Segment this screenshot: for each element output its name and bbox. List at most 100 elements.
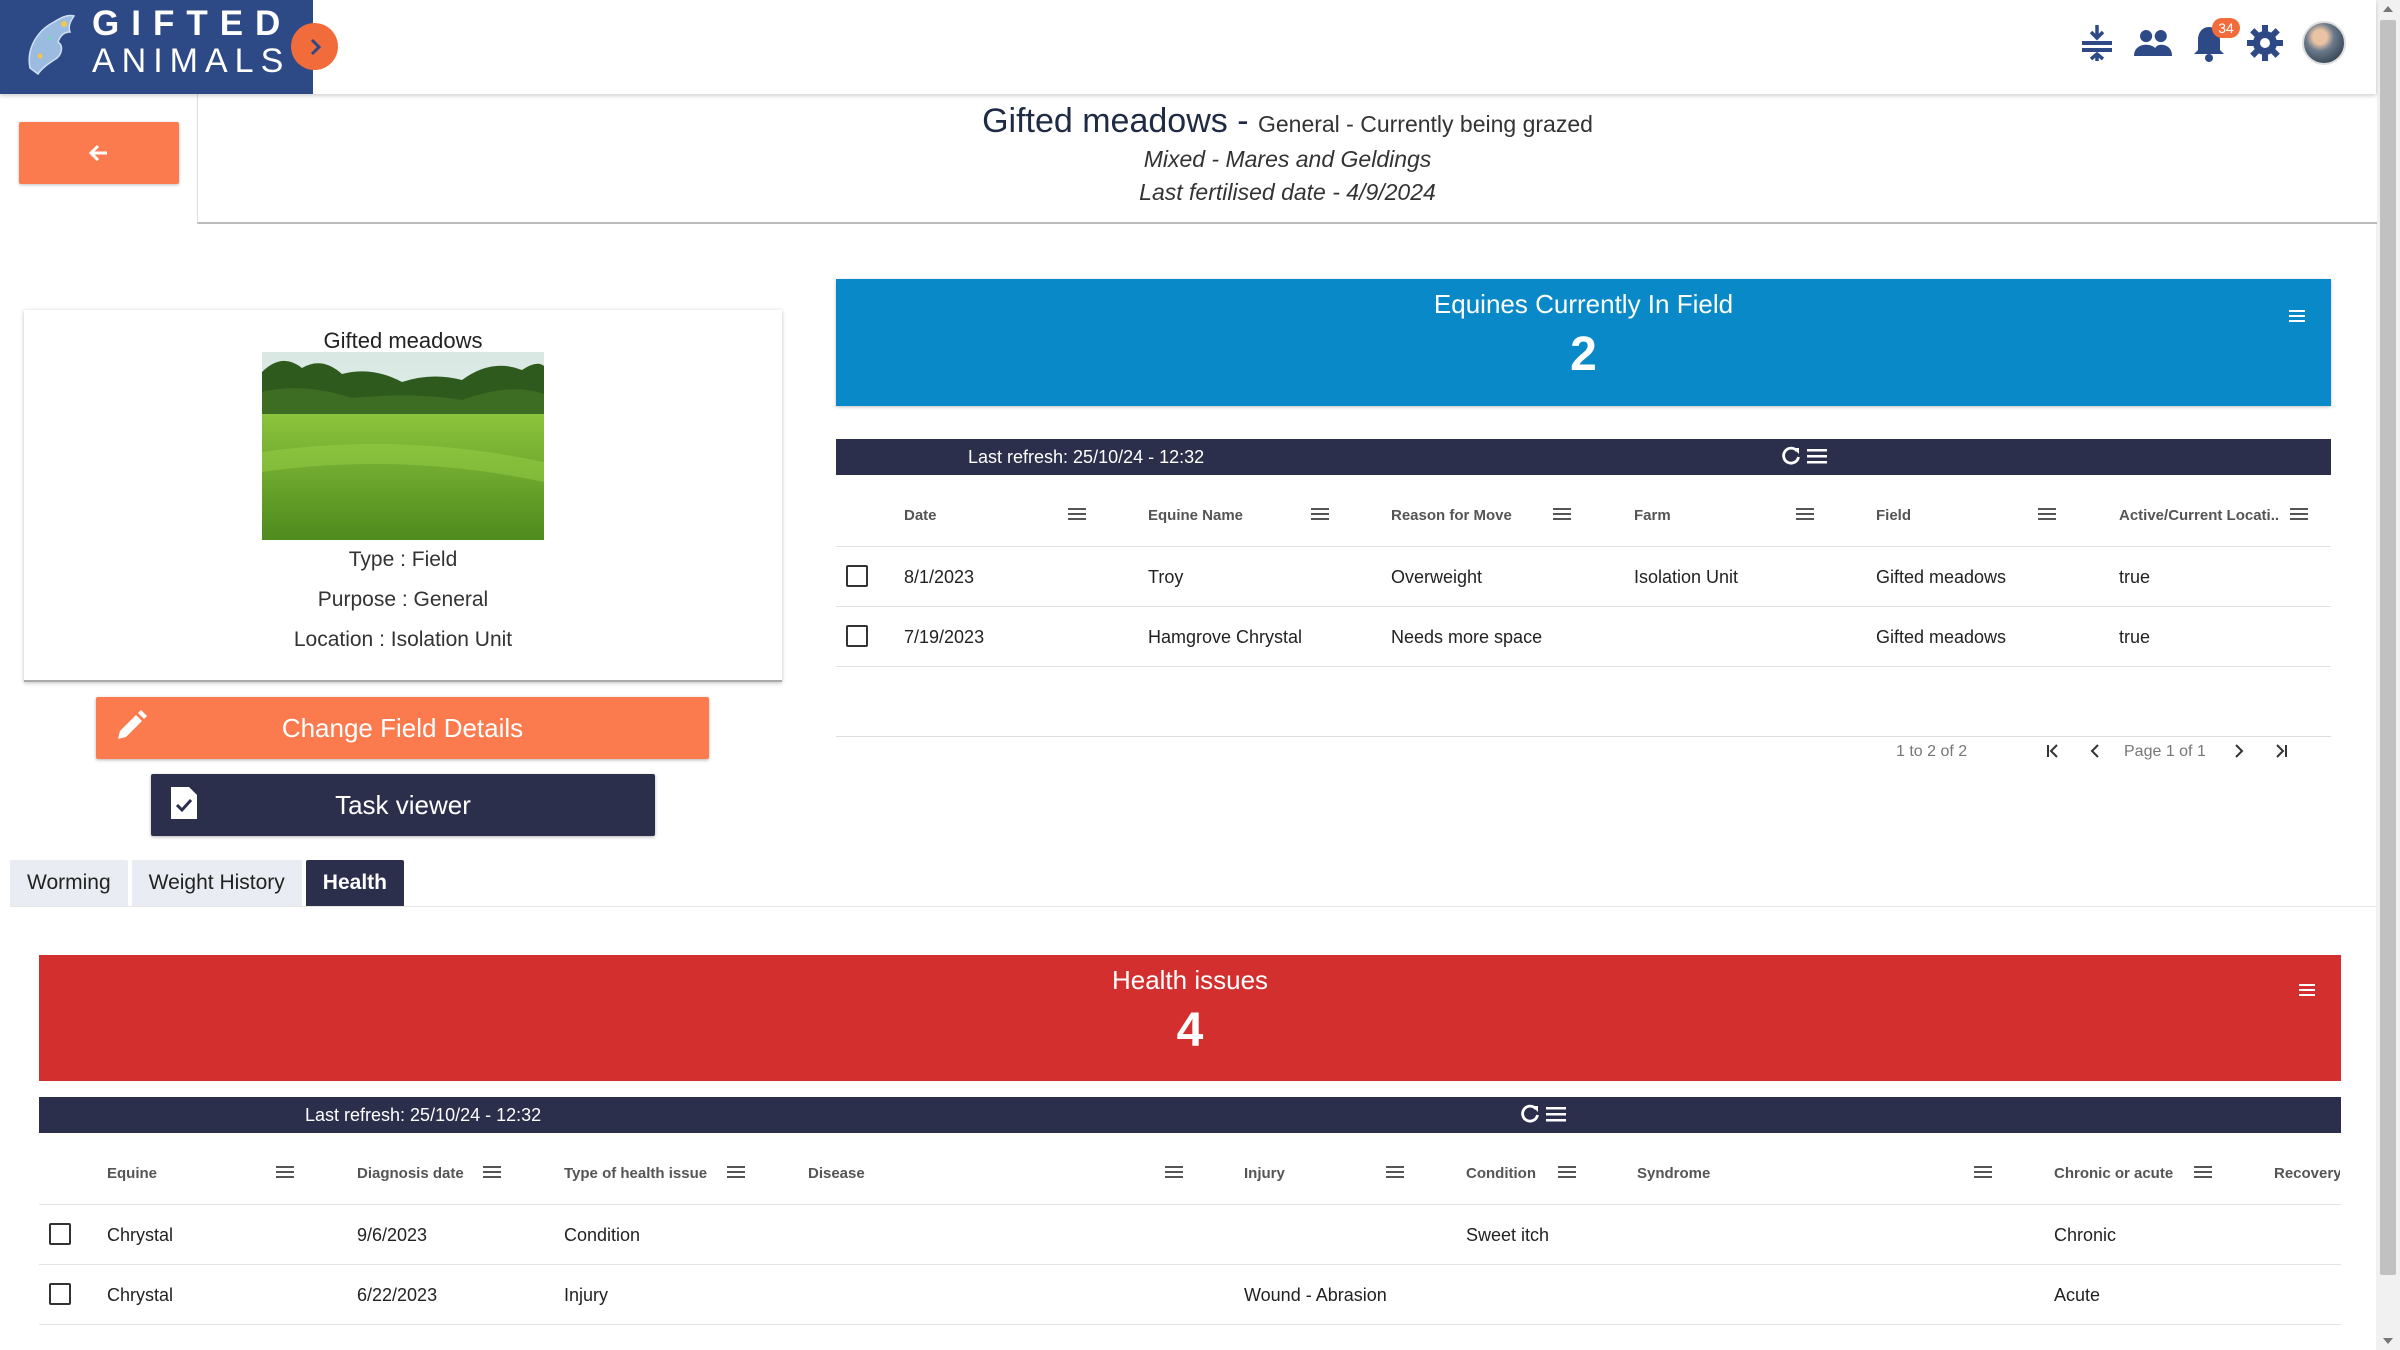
tab-divider — [10, 906, 2376, 907]
field-type: Type : Field — [348, 548, 458, 571]
cell-type-of-health-issue: Condition — [564, 1225, 641, 1245]
row-checkbox[interactable] — [49, 1283, 71, 1305]
vertical-align-center-icon — [2082, 25, 2112, 61]
row-checkbox[interactable] — [846, 625, 868, 647]
change-field-details-button[interactable]: Change Field Details — [96, 697, 709, 759]
column-header-equine[interactable]: Equine — [107, 1165, 158, 1182]
table-row[interactable]: Chrystal 6/22/2023 Injury Wound - Abrasi… — [39, 1265, 2341, 1325]
cell-injury: Wound - Abrasion — [1244, 1285, 1387, 1305]
cell-chronic-or-acute: Acute — [2054, 1285, 2101, 1305]
row-checkbox[interactable] — [49, 1223, 71, 1245]
refresh-icon[interactable] — [1519, 1103, 1541, 1125]
column-header-active-location[interactable]: Active/Current Locati... — [2119, 507, 2279, 524]
health-issues-card: Health issues 4 — [39, 955, 2341, 1081]
column-header-equine-name[interactable]: Equine Name — [1148, 507, 1244, 524]
column-header-field[interactable]: Field — [1876, 507, 1912, 524]
top-actions: 34 — [2078, 18, 2346, 66]
task-icon — [171, 787, 197, 819]
avatar[interactable] — [2302, 21, 2346, 65]
pager-summary: 1 to 2 of 2 — [1896, 743, 1968, 760]
column-menu-icon[interactable] — [1553, 506, 1571, 522]
column-header-diagnosis-date[interactable]: Diagnosis date — [357, 1165, 464, 1182]
next-page-icon[interactable] — [2230, 742, 2248, 760]
column-menu-icon[interactable] — [1068, 506, 1086, 522]
row-checkbox[interactable] — [846, 565, 868, 587]
table-row[interactable]: Chrystal 9/6/2023 Condition Sweet itch C… — [39, 1205, 2341, 1265]
column-header-type-of-health-issue[interactable]: Type of health issue — [564, 1165, 708, 1182]
cell-reason: Overweight — [1391, 567, 1483, 587]
field-image — [262, 352, 544, 540]
column-header-chronic-or-acute[interactable]: Chronic or acute — [2054, 1165, 2174, 1182]
cell-date: 8/1/2023 — [904, 567, 975, 587]
column-menu-icon[interactable] — [1796, 506, 1814, 522]
column-header-reason[interactable]: Reason for Move — [1391, 507, 1512, 524]
menu-icon[interactable] — [1806, 445, 1828, 467]
column-header-syndrome[interactable]: Syndrome — [1637, 1165, 1711, 1182]
compress-button[interactable] — [2078, 20, 2116, 66]
field-purpose: Purpose : General — [317, 588, 489, 611]
header-title-line: Gifted meadows - General - Currently bei… — [198, 102, 2377, 141]
page-scrollbar[interactable] — [2376, 0, 2400, 1350]
tab-health[interactable]: Health — [305, 860, 404, 906]
equines-in-field-card: Equines Currently In Field 2 — [836, 279, 2331, 406]
health-grid-header: Equine Diagnosis date Type of health iss… — [39, 1145, 2341, 1205]
task-viewer-button[interactable]: Task viewer — [151, 774, 655, 836]
column-menu-icon[interactable] — [2038, 506, 2056, 522]
cell-reason: Needs more space — [1391, 627, 1543, 647]
health-last-refresh: Last refresh: 25/10/24 - 12:32 — [305, 1105, 542, 1125]
brand-logo[interactable]: GIFTED ANIMALS — [0, 0, 313, 94]
menu-icon[interactable] — [1545, 1103, 1567, 1125]
cell-equine: Chrystal — [107, 1285, 174, 1305]
table-row[interactable]: 7/19/2023 Hamgrove Chrystal Needs more s… — [836, 607, 2331, 667]
refresh-icon[interactable] — [1780, 445, 1802, 467]
scroll-up-arrow-icon[interactable] — [2383, 6, 2393, 12]
last-page-icon[interactable] — [2272, 742, 2290, 760]
sidebar-toggle-button[interactable] — [291, 23, 338, 70]
people-icon — [2134, 30, 2172, 56]
notification-badge: 34 — [2212, 18, 2240, 38]
column-menu-icon[interactable] — [2290, 506, 2308, 522]
equines-grid-pager: 1 to 2 of 2 Page 1 of 1 — [836, 736, 2331, 766]
cell-diagnosis-date: 6/22/2023 — [357, 1285, 438, 1305]
column-header-injury[interactable]: Injury — [1244, 1165, 1285, 1182]
column-menu-icon[interactable] — [1558, 1164, 1576, 1180]
column-menu-icon[interactable] — [1974, 1164, 1992, 1180]
header-purpose-status: General - Currently being grazed — [1257, 111, 1593, 137]
equines-card-value: 2 — [1570, 328, 1597, 381]
column-header-farm[interactable]: Farm — [1634, 507, 1671, 524]
notifications-button[interactable]: 34 — [2190, 18, 2240, 66]
tab-worming[interactable]: Worming — [10, 860, 128, 906]
column-menu-icon[interactable] — [1165, 1164, 1183, 1180]
scroll-down-arrow-icon[interactable] — [2383, 1338, 2393, 1344]
scrollbar-thumb[interactable] — [2380, 20, 2396, 1275]
column-header-recovery[interactable]: Recovery — [2274, 1165, 2340, 1182]
settings-button[interactable] — [2246, 20, 2284, 66]
column-menu-icon[interactable] — [2194, 1164, 2212, 1180]
tab-bar: Worming Weight History Health — [10, 860, 404, 906]
column-menu-icon[interactable] — [727, 1164, 745, 1180]
menu-icon[interactable] — [2299, 983, 2315, 997]
tab-weight-history[interactable]: Weight History — [131, 860, 302, 906]
previous-page-icon[interactable] — [2086, 742, 2104, 760]
column-menu-icon[interactable] — [483, 1164, 501, 1180]
equines-grid-toolbar: Last refresh: 25/10/24 - 12:32 — [836, 439, 2331, 475]
table-row[interactable]: 8/1/2023 Troy Overweight Isolation Unit … — [836, 547, 2331, 607]
first-page-icon[interactable] — [2044, 742, 2062, 760]
column-menu-icon[interactable] — [276, 1164, 294, 1180]
people-button[interactable] — [2134, 20, 2172, 66]
equines-grid-header: Date Equine Name Reason for Move Farm Fi… — [836, 487, 2331, 547]
cell-equine-name: Hamgrove Chrystal — [1148, 627, 1303, 647]
column-header-disease[interactable]: Disease — [808, 1165, 865, 1182]
header-fertilised-date: Last fertilised date - 4/9/2024 — [1139, 179, 1436, 205]
column-header-condition[interactable]: Condition — [1466, 1165, 1536, 1182]
brand-line2: ANIMALS — [92, 42, 291, 80]
cell-field: Gifted meadows — [1876, 627, 2007, 647]
header-mix: Mixed - Mares and Geldings — [1143, 146, 1432, 172]
gear-icon — [2247, 25, 2283, 61]
back-button[interactable] — [19, 122, 179, 184]
menu-icon[interactable] — [2289, 309, 2305, 323]
field-card: Gifted meadows Type : Field Purpose : Ge… — [24, 310, 782, 682]
column-menu-icon[interactable] — [1386, 1164, 1404, 1180]
column-header-date[interactable]: Date — [904, 507, 937, 524]
column-menu-icon[interactable] — [1311, 506, 1329, 522]
